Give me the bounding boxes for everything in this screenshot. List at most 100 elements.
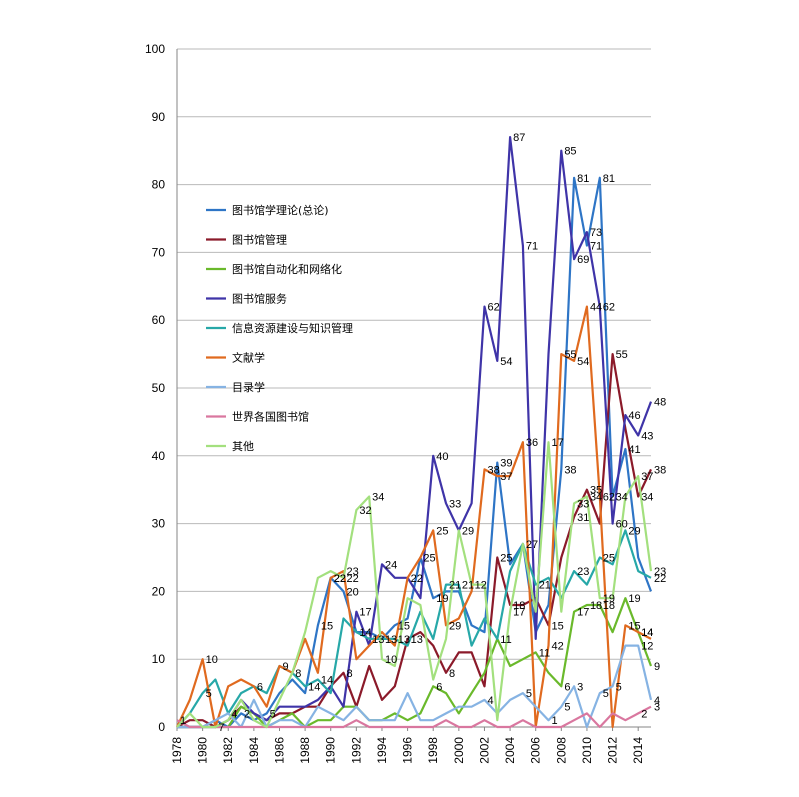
- x-tick-label: 2002: [477, 737, 491, 764]
- data-label: 25: [423, 553, 435, 565]
- data-label: 34: [641, 491, 653, 503]
- x-tick-label: 2006: [529, 737, 543, 764]
- legend-label: 图书馆服务: [232, 292, 287, 306]
- data-label: 15: [552, 620, 564, 632]
- legend-label: 目录学: [232, 380, 265, 394]
- data-label: 22: [347, 573, 359, 585]
- series-line-5: [176, 305, 652, 729]
- legend-label: 世界各国图书馆: [232, 410, 309, 424]
- y-tick-label: 100: [145, 42, 165, 56]
- data-label: 54: [500, 356, 512, 368]
- x-tick-label: 1998: [426, 737, 440, 764]
- data-label: 25: [500, 553, 512, 565]
- data-label: 9: [654, 661, 660, 673]
- data-label: 20: [347, 586, 359, 598]
- x-tick-label: 1994: [375, 737, 389, 764]
- data-label: 1: [552, 715, 558, 727]
- data-label: 21: [462, 580, 474, 592]
- data-label: 33: [449, 498, 461, 510]
- data-label: 55: [616, 349, 628, 361]
- series-line-3: [177, 136, 653, 729]
- x-tick-label: 2014: [631, 737, 645, 764]
- data-label: 22: [334, 573, 346, 585]
- data-label: 10: [206, 654, 218, 666]
- data-label: 24: [385, 559, 397, 571]
- data-label: 11: [500, 634, 511, 646]
- data-label: 21: [449, 580, 461, 592]
- data-label: 5: [564, 702, 570, 714]
- data-label: 39: [500, 458, 512, 470]
- data-label: 19: [603, 593, 615, 605]
- data-label: 23: [347, 566, 359, 578]
- data-label: 32: [359, 505, 371, 517]
- x-tick-label: 2000: [452, 737, 466, 764]
- data-label: 19: [628, 593, 640, 605]
- y-axis-ticks: 0 10 20 30 40 50 60 70 80 90 100: [145, 42, 165, 734]
- legend-label: 图书馆自动化和网络化: [232, 262, 342, 276]
- legend-label: 图书馆管理: [232, 233, 287, 247]
- y-tick-label: 80: [152, 178, 166, 192]
- data-label: 4: [654, 695, 660, 707]
- data-label: 42: [552, 641, 564, 653]
- y-tick-label: 30: [152, 517, 166, 531]
- data-label: 25: [436, 525, 448, 537]
- x-tick-label: 1990: [324, 737, 338, 764]
- legend-label: 信息资源建设与知识管理: [232, 321, 353, 335]
- x-tick-label: 1982: [221, 737, 235, 764]
- data-label: 7: [218, 722, 224, 734]
- data-label: 81: [577, 173, 589, 185]
- data-label: 69: [577, 254, 589, 266]
- data-label: 34: [372, 491, 384, 503]
- data-label: 33: [577, 498, 589, 510]
- data-label: 87: [513, 132, 525, 144]
- legend-label: 图书馆学理论(总论): [232, 203, 329, 217]
- data-label: 29: [449, 620, 461, 632]
- y-tick-label: 40: [152, 449, 166, 463]
- data-label: 25: [603, 553, 615, 565]
- y-tick-label: 10: [152, 652, 166, 666]
- x-tick-label: 1996: [401, 737, 415, 764]
- data-label: 13: [398, 634, 410, 646]
- x-axis-ticks: 1978 1980 1982 1984 1986 1988 1990 1992 1994 1996…: [170, 727, 645, 764]
- data-label: 38: [654, 464, 666, 476]
- y-tick-label: 70: [152, 245, 166, 259]
- data-label: 1: [180, 715, 186, 727]
- data-label: 15: [398, 620, 410, 632]
- data-label: 13: [372, 634, 384, 646]
- legend-label: 文献学: [232, 351, 265, 365]
- data-label: 3: [577, 681, 583, 693]
- x-tick-label: 2012: [606, 737, 620, 764]
- data-label: 17: [513, 607, 525, 619]
- data-label: 31: [577, 512, 589, 524]
- data-label: 13: [411, 634, 423, 646]
- series-line-6: [177, 644, 653, 729]
- data-label: 12: [641, 641, 653, 653]
- data-label: 5: [206, 688, 212, 700]
- data-label: 14: [321, 675, 333, 687]
- data-label: 6: [257, 681, 263, 693]
- data-label: 22: [411, 573, 423, 585]
- data-label: 18: [590, 600, 602, 612]
- data-label: 12: [475, 580, 487, 592]
- data-label: 43: [641, 430, 653, 442]
- data-label: 81: [603, 173, 615, 185]
- y-tick-label: 60: [152, 313, 166, 327]
- series-lines: [176, 136, 653, 729]
- data-label: 17: [359, 607, 371, 619]
- data-label: 5: [603, 688, 609, 700]
- data-label: 60: [616, 519, 628, 531]
- data-label: 40: [436, 451, 448, 463]
- data-label: 38: [564, 464, 576, 476]
- data-label: 5: [270, 708, 276, 720]
- data-label: 29: [628, 525, 640, 537]
- data-label: 15: [321, 620, 333, 632]
- y-tick-label: 50: [152, 381, 166, 395]
- data-label: 8: [347, 668, 353, 680]
- x-tick-label: 1978: [170, 737, 184, 764]
- x-tick-label: 1988: [298, 737, 312, 764]
- data-label: 62: [603, 302, 615, 314]
- data-labels: 2 515222013152519392738817181344181382518…: [180, 132, 666, 734]
- data-label: 18: [603, 600, 615, 612]
- data-label: 23: [654, 566, 666, 578]
- data-label: 22: [334, 573, 346, 585]
